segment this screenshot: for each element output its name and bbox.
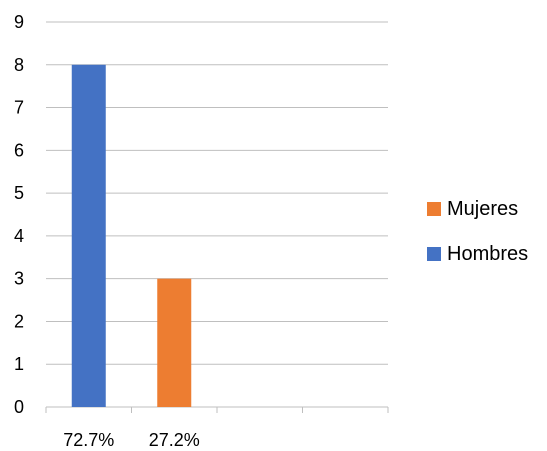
- y-tick-label: 8: [14, 55, 24, 75]
- legend-swatch-hombres: [427, 247, 441, 261]
- legend-label-hombres: Hombres: [447, 243, 528, 265]
- y-tick-label: 9: [14, 12, 24, 32]
- y-axis-ticks: 0 1 2 3 4 5 6 7 8 9: [14, 12, 24, 417]
- x-tick-label: 72.7%: [63, 430, 114, 450]
- axes: [45, 406, 389, 413]
- x-tick-label: 27.2%: [149, 430, 200, 450]
- bar-mujeres: [157, 278, 192, 407]
- x-axis-labels: 72.7% 27.2%: [63, 430, 200, 450]
- y-tick-label: 6: [14, 140, 24, 160]
- y-tick-label: 4: [14, 226, 24, 246]
- bars: [71, 64, 192, 408]
- bar-hombres: [71, 64, 106, 408]
- y-tick-label: 2: [14, 311, 24, 331]
- y-tick-label: 0: [14, 397, 24, 417]
- y-tick-label: 3: [14, 269, 24, 289]
- legend-swatch-mujeres: [427, 202, 441, 216]
- y-tick-label: 5: [14, 183, 24, 203]
- y-tick-label: 7: [14, 98, 24, 118]
- legend: Mujeres Hombres: [427, 198, 528, 265]
- legend-label-mujeres: Mujeres: [447, 198, 518, 220]
- y-tick-label: 1: [14, 354, 24, 374]
